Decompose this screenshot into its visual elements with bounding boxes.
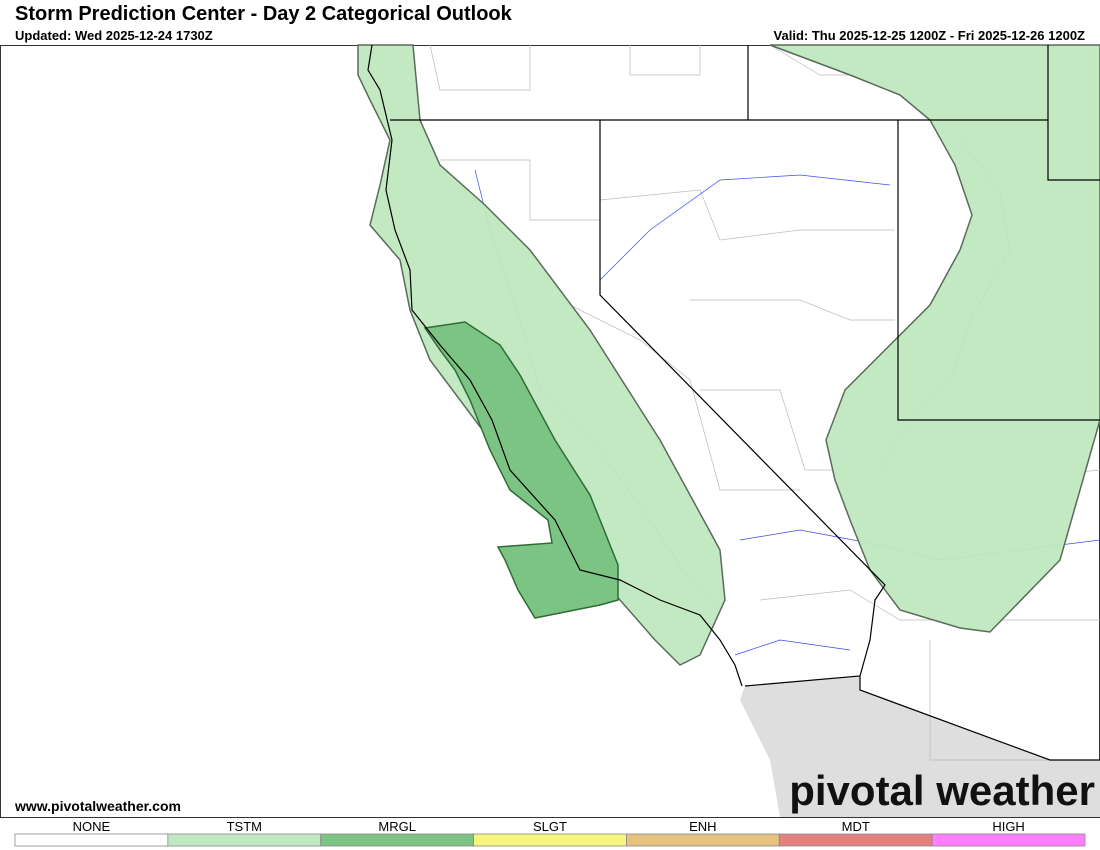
legend-label: SLGT — [533, 819, 567, 834]
legend-swatch — [778, 833, 933, 847]
legend-label: MRGL — [378, 819, 416, 834]
logo: pivotal weather — [789, 767, 1095, 814]
website: www.pivotalweather.com — [14, 798, 181, 814]
legend-swatch — [931, 833, 1086, 847]
valid: Valid: Thu 2025-12-25 1200Z - Fri 2025-1… — [774, 28, 1086, 43]
map — [0, 44, 1100, 818]
mexico — [740, 676, 1100, 817]
legend-swatch — [14, 833, 169, 847]
updated: Updated: Wed 2025-12-24 1730Z — [15, 28, 213, 43]
legend-swatch — [473, 833, 627, 847]
legend-swatch — [167, 833, 322, 847]
legend-label: NONE — [73, 819, 111, 834]
state-lines — [367, 44, 1100, 761]
legend-swatch — [626, 833, 780, 847]
legend-label: HIGH — [992, 819, 1025, 834]
legend-label: ENH — [689, 819, 716, 834]
legend: NONE TSTM MRGL SLGT ENH MDT HIGH — [14, 819, 1086, 847]
tstm-east-area — [769, 44, 1100, 633]
tstm-west-area — [357, 44, 726, 666]
legend-label: TSTM — [227, 819, 262, 834]
legend-label: MDT — [842, 819, 870, 834]
legend-swatch — [320, 833, 474, 847]
mrgl-area — [423, 321, 619, 619]
title: Storm Prediction Center - Day 2 Categori… — [15, 3, 513, 25]
